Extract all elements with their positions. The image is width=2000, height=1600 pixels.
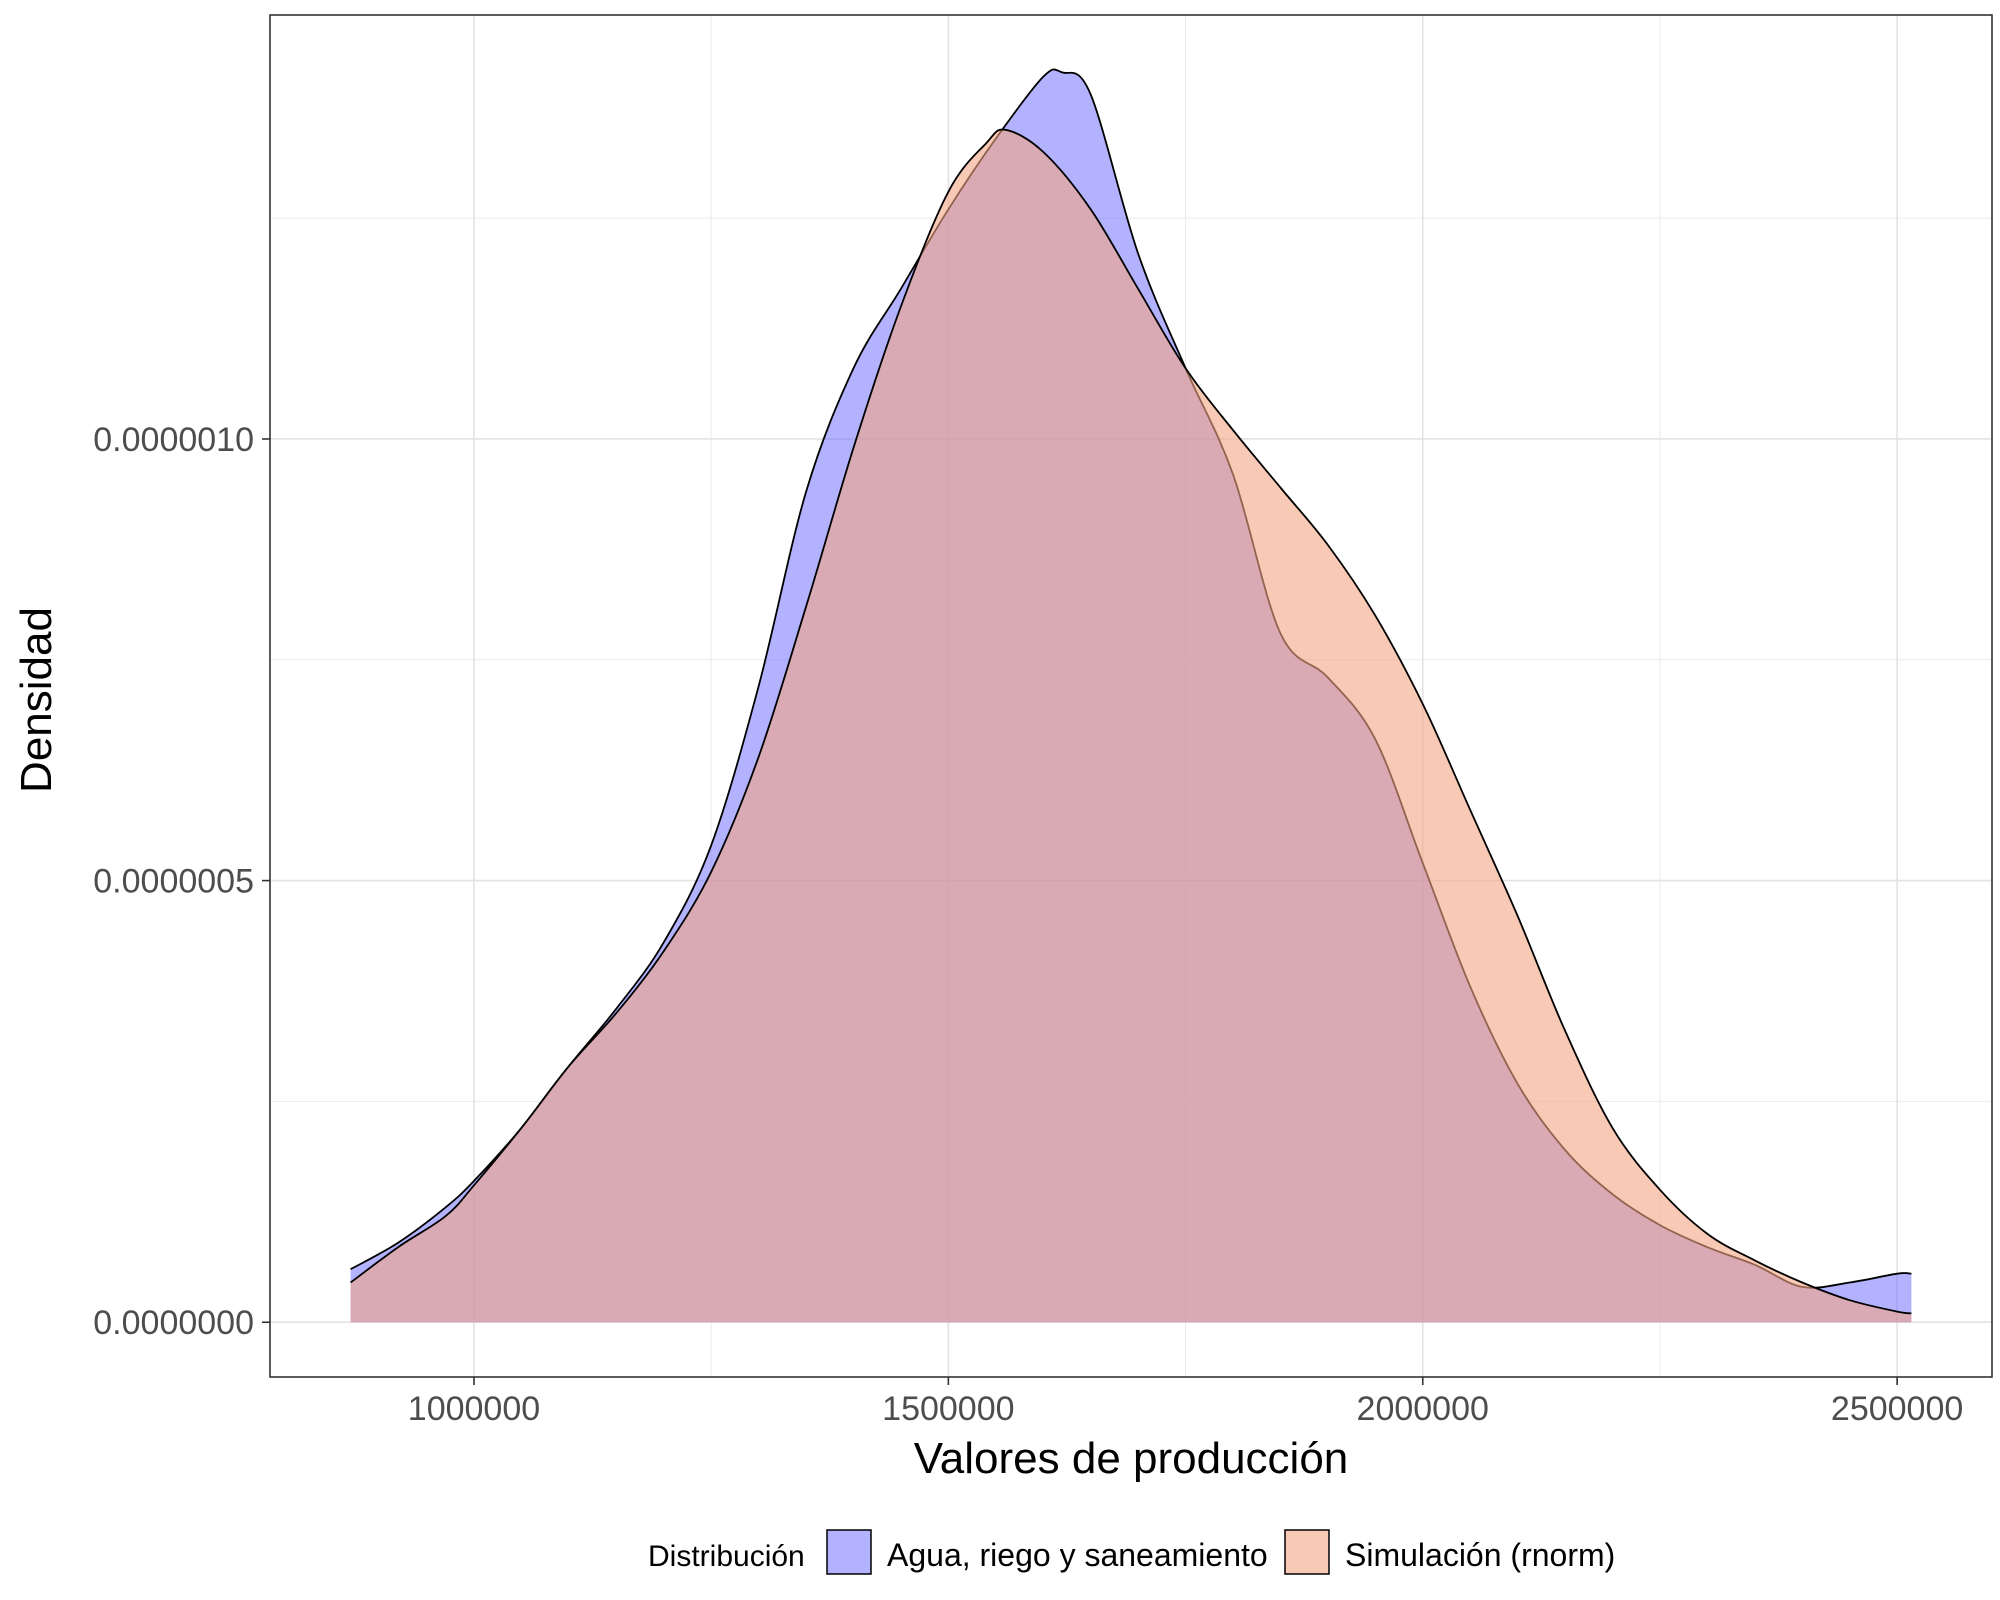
legend-title: Distribución <box>648 1540 805 1573</box>
y-axis-title: Densidad <box>12 607 61 793</box>
x-tick-label: 2500000 <box>1831 1390 1963 1428</box>
x-tick-label: 1500000 <box>882 1390 1014 1428</box>
density-area-simulacion <box>350 129 1912 1323</box>
x-axis: 1000000 1500000 2000000 2500000 <box>408 1377 1963 1428</box>
legend-key-agua <box>826 1529 872 1575</box>
plot-panel <box>269 14 1993 1378</box>
legend-label-simulacion: Simulación (rnorm) <box>1345 1537 1615 1573</box>
plot-panel-border <box>269 14 1993 1378</box>
x-tick-label: 2000000 <box>1357 1390 1489 1428</box>
y-tick-label: 0.0000005 <box>93 863 254 901</box>
legend-key-simulacion <box>1284 1529 1330 1575</box>
legend: Distribución Agua, riego y saneamiento S… <box>648 1529 1615 1575</box>
density-curve-simulacion <box>350 128 1912 1315</box>
y-tick-label: 0.0000000 <box>93 1304 254 1342</box>
x-tick-label: 1000000 <box>408 1390 540 1428</box>
legend-label-agua: Agua, riego y saneamiento <box>887 1537 1268 1573</box>
series-layer <box>350 68 1912 1323</box>
y-tick-label: 0.0000010 <box>93 421 254 459</box>
y-axis: 0.0000000 0.0000005 0.0000010 <box>93 421 270 1342</box>
x-axis-title: Valores de producción <box>914 1434 1349 1483</box>
